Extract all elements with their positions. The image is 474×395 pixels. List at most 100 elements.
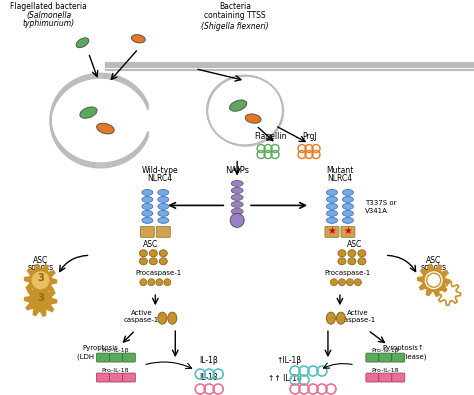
- Ellipse shape: [327, 190, 337, 196]
- Ellipse shape: [142, 203, 153, 209]
- Ellipse shape: [338, 279, 346, 286]
- FancyBboxPatch shape: [122, 353, 136, 362]
- Circle shape: [230, 213, 244, 228]
- Text: ASC: ASC: [143, 240, 158, 249]
- Ellipse shape: [158, 211, 169, 216]
- Ellipse shape: [142, 211, 153, 216]
- Ellipse shape: [142, 190, 153, 196]
- Ellipse shape: [159, 258, 167, 265]
- Text: Bacteria: Bacteria: [219, 2, 251, 11]
- Ellipse shape: [139, 258, 147, 265]
- Text: ASC: ASC: [347, 240, 363, 249]
- Ellipse shape: [231, 209, 243, 214]
- Ellipse shape: [158, 190, 169, 196]
- Ellipse shape: [348, 258, 356, 265]
- Ellipse shape: [76, 38, 89, 48]
- Text: caspase-1: caspase-1: [340, 317, 375, 323]
- Text: Pro-IL-1β: Pro-IL-1β: [371, 348, 399, 353]
- Text: Active: Active: [130, 310, 152, 316]
- Text: V341A: V341A: [365, 209, 388, 214]
- Text: 3: 3: [37, 273, 44, 283]
- Text: Procaspase-1: Procaspase-1: [325, 270, 371, 276]
- FancyBboxPatch shape: [96, 353, 109, 362]
- Ellipse shape: [327, 196, 337, 202]
- FancyBboxPatch shape: [392, 373, 405, 382]
- Polygon shape: [25, 284, 56, 316]
- Ellipse shape: [158, 203, 169, 209]
- Circle shape: [425, 271, 443, 289]
- Text: Wild-type: Wild-type: [142, 166, 179, 175]
- Text: (LDH release): (LDH release): [379, 353, 427, 359]
- Ellipse shape: [231, 181, 243, 186]
- FancyBboxPatch shape: [122, 373, 136, 382]
- Text: NLRC4: NLRC4: [148, 175, 173, 183]
- Ellipse shape: [158, 217, 169, 223]
- Ellipse shape: [327, 211, 337, 216]
- Ellipse shape: [330, 279, 337, 286]
- Ellipse shape: [327, 312, 336, 324]
- Text: specks: specks: [420, 263, 447, 272]
- Ellipse shape: [80, 107, 97, 118]
- Text: PrgJ: PrgJ: [302, 132, 318, 141]
- Ellipse shape: [327, 203, 337, 209]
- Text: NLRC4: NLRC4: [328, 175, 353, 183]
- Ellipse shape: [342, 196, 354, 202]
- Text: Flagellin: Flagellin: [254, 132, 286, 141]
- FancyBboxPatch shape: [109, 353, 122, 362]
- Text: ↑↑ IL-18: ↑↑ IL-18: [268, 374, 302, 383]
- Ellipse shape: [337, 312, 346, 324]
- FancyBboxPatch shape: [379, 353, 392, 362]
- Ellipse shape: [346, 279, 354, 286]
- Polygon shape: [25, 265, 56, 296]
- Text: ASC: ASC: [426, 256, 441, 265]
- Ellipse shape: [338, 258, 346, 265]
- FancyBboxPatch shape: [156, 226, 170, 237]
- Text: IL-1β: IL-1β: [199, 356, 218, 365]
- Text: containing TTSS: containing TTSS: [204, 11, 266, 20]
- Text: (Salmonella: (Salmonella: [26, 11, 71, 20]
- Text: Procaspase-1: Procaspase-1: [135, 270, 182, 276]
- Ellipse shape: [131, 35, 145, 43]
- Text: Pyroptosis: Pyroptosis: [82, 345, 118, 351]
- Text: Flagellated bacteria: Flagellated bacteria: [10, 2, 87, 11]
- Ellipse shape: [338, 250, 346, 257]
- Ellipse shape: [159, 250, 167, 257]
- Text: Mutant: Mutant: [326, 166, 354, 175]
- FancyBboxPatch shape: [341, 226, 355, 237]
- Ellipse shape: [139, 250, 147, 257]
- Text: Pyroptosis↑: Pyroptosis↑: [382, 345, 424, 351]
- Ellipse shape: [245, 114, 261, 123]
- Text: typhimurium): typhimurium): [22, 19, 74, 28]
- Text: specks: specks: [27, 263, 54, 272]
- Ellipse shape: [229, 100, 247, 111]
- Text: Pro-IL-18: Pro-IL-18: [371, 368, 399, 373]
- FancyBboxPatch shape: [379, 373, 392, 382]
- Text: ★: ★: [344, 226, 352, 236]
- Ellipse shape: [149, 250, 157, 257]
- Text: ★: ★: [328, 226, 337, 236]
- Ellipse shape: [142, 217, 153, 223]
- Circle shape: [32, 271, 50, 289]
- Text: Pro-IL-1β: Pro-IL-1β: [101, 348, 129, 353]
- Text: ↑IL-1β: ↑IL-1β: [276, 356, 301, 365]
- Ellipse shape: [156, 279, 163, 286]
- Ellipse shape: [168, 312, 177, 324]
- Ellipse shape: [358, 258, 366, 265]
- Text: Pro-IL-18: Pro-IL-18: [101, 368, 129, 373]
- FancyBboxPatch shape: [140, 226, 155, 237]
- FancyBboxPatch shape: [325, 226, 339, 237]
- Ellipse shape: [231, 188, 243, 194]
- FancyBboxPatch shape: [109, 373, 122, 382]
- FancyBboxPatch shape: [392, 353, 405, 362]
- Text: 3: 3: [37, 293, 44, 303]
- Polygon shape: [418, 265, 450, 296]
- Ellipse shape: [140, 279, 147, 286]
- Ellipse shape: [342, 190, 354, 196]
- Ellipse shape: [327, 217, 337, 223]
- Ellipse shape: [231, 194, 243, 200]
- Text: Active: Active: [347, 310, 369, 316]
- Ellipse shape: [348, 250, 356, 257]
- Ellipse shape: [97, 123, 114, 134]
- Ellipse shape: [231, 201, 243, 207]
- Text: ASC: ASC: [33, 256, 48, 265]
